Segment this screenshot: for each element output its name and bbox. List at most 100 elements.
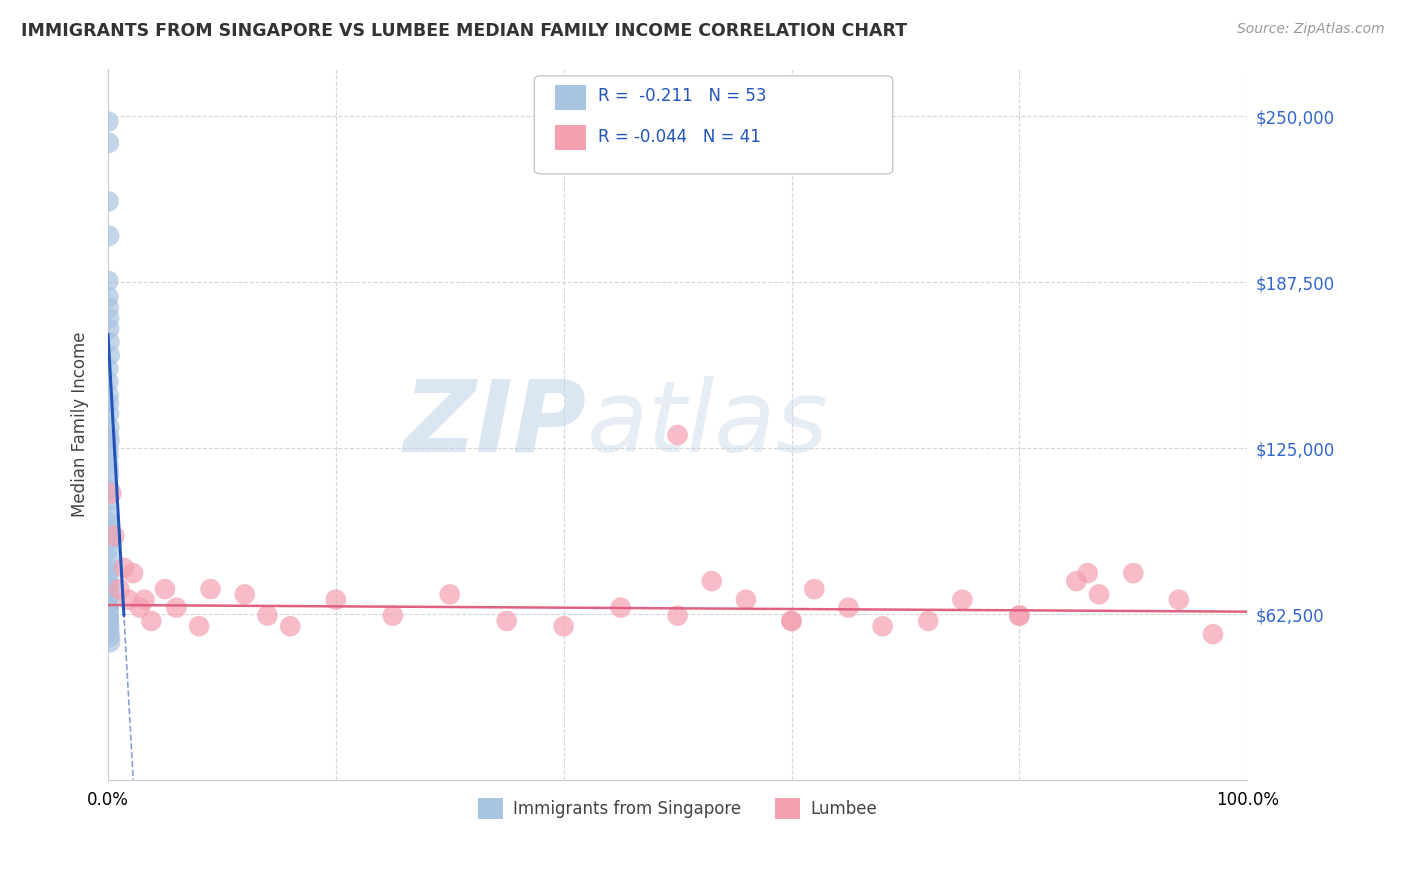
Point (97, 600, 120, 615)
Point (98, 420, 121, 434)
Point (97, 290, 120, 304)
Point (165, 600, 187, 615)
Text: IMMIGRANTS FROM SINGAPORE VS LUMBEE MEDIAN FAMILY INCOME CORRELATION CHART: IMMIGRANTS FROM SINGAPORE VS LUMBEE MEDI… (21, 22, 907, 40)
Point (97, 194, 120, 209)
Point (97, 459, 120, 474)
Point (97, 616, 120, 631)
Text: R =  -0.211   N = 53: R = -0.211 N = 53 (598, 87, 766, 105)
Point (98, 334, 121, 349)
Point (1008, 608, 1031, 623)
Point (98, 228, 121, 243)
Point (700, 574, 723, 588)
Point (256, 608, 278, 623)
Point (98, 624, 121, 639)
Point (1077, 566, 1099, 581)
Point (98, 619, 121, 633)
Point (98, 434, 121, 448)
Point (837, 600, 859, 615)
Point (950, 592, 973, 607)
Point (97, 600, 120, 615)
Point (97, 587, 120, 601)
Point (1202, 627, 1225, 641)
Point (97, 396, 120, 410)
Y-axis label: Median Family Income: Median Family Income (72, 332, 89, 517)
Point (439, 587, 461, 601)
Point (103, 529, 125, 543)
Point (98, 630, 121, 644)
Point (381, 608, 404, 623)
Legend: Immigrants from Singapore, Lumbee: Immigrants from Singapore, Lumbee (472, 792, 883, 825)
Text: R = -0.044   N = 41: R = -0.044 N = 41 (598, 128, 761, 145)
Point (1066, 574, 1088, 588)
Point (1088, 587, 1111, 601)
Point (97, 600, 120, 615)
Point (98, 635, 121, 649)
Point (872, 619, 894, 633)
Point (97, 494, 120, 508)
Point (200, 582, 222, 596)
Point (97, 566, 120, 581)
Text: atlas: atlas (586, 376, 828, 473)
Point (780, 614, 803, 628)
Point (97, 574, 120, 588)
Point (98, 481, 121, 495)
Point (803, 582, 825, 596)
Point (98, 553, 121, 567)
Point (1167, 592, 1189, 607)
Point (780, 614, 803, 628)
Point (97, 388, 120, 402)
Point (233, 587, 256, 601)
Point (97, 361, 120, 376)
Point (97, 136, 120, 150)
Point (153, 582, 176, 596)
Point (1122, 566, 1144, 581)
Point (98, 348, 121, 362)
Text: Source: ZipAtlas.com: Source: ZipAtlas.com (1237, 22, 1385, 37)
Point (97, 524, 120, 538)
Point (97, 592, 120, 607)
Point (97, 450, 120, 464)
Point (97, 608, 120, 623)
Point (98, 534, 121, 549)
Point (98, 322, 121, 336)
Point (98, 542, 121, 557)
Point (117, 592, 139, 607)
Point (98, 407, 121, 421)
Point (609, 600, 631, 615)
Point (97, 579, 120, 593)
Point (97, 582, 120, 596)
Point (278, 619, 301, 633)
Point (97, 375, 120, 389)
Point (128, 600, 150, 615)
Point (917, 614, 939, 628)
Point (97, 274, 120, 288)
Point (325, 592, 347, 607)
Point (100, 486, 122, 500)
Point (495, 614, 517, 628)
Point (141, 614, 163, 628)
Point (108, 582, 131, 596)
Point (97, 301, 120, 315)
Point (97, 561, 120, 575)
Point (666, 608, 689, 623)
Point (97, 608, 120, 623)
Point (97, 428, 120, 442)
Point (98, 311, 121, 326)
Point (553, 619, 575, 633)
Point (735, 592, 758, 607)
Point (1008, 608, 1031, 623)
Point (97, 592, 120, 607)
Point (97, 114, 120, 128)
Point (666, 428, 689, 442)
Point (97, 608, 120, 623)
Point (98, 467, 121, 482)
Point (97, 516, 120, 530)
Point (134, 592, 156, 607)
Point (112, 561, 135, 575)
Text: ZIP: ZIP (404, 376, 586, 473)
Point (97, 508, 120, 522)
Point (122, 566, 145, 581)
Point (97, 442, 120, 456)
Point (97, 590, 120, 604)
Point (188, 619, 211, 633)
